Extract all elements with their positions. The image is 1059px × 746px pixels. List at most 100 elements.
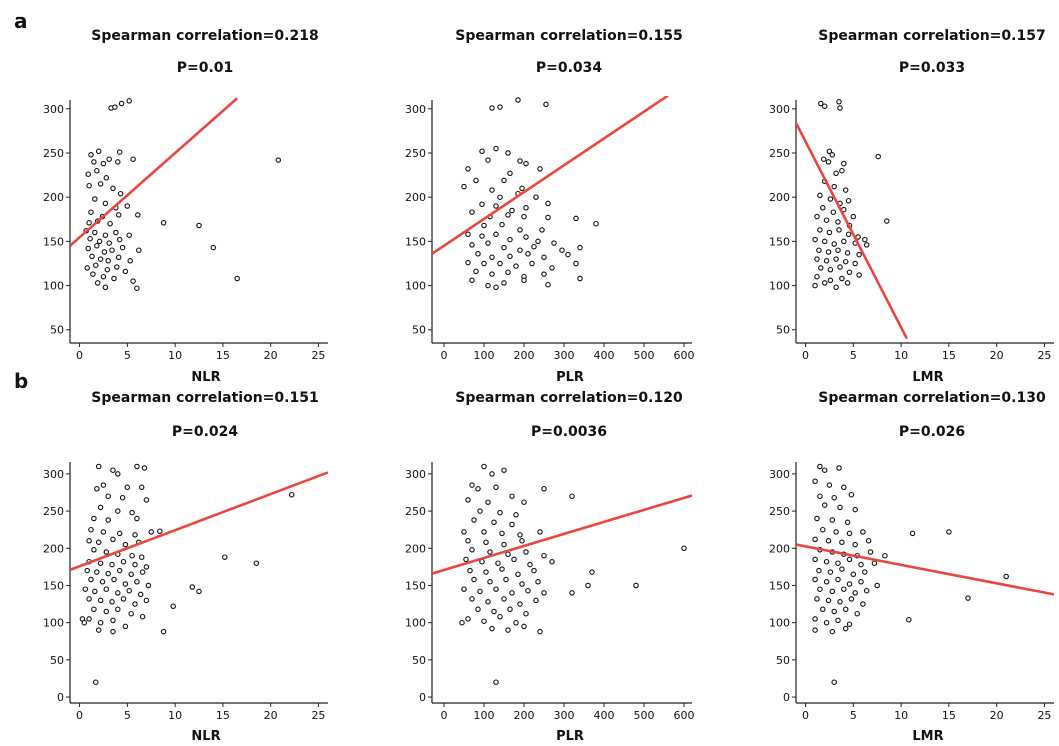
- chart-1-point: [105, 258, 111, 264]
- chart-4-point: [103, 549, 110, 555]
- chart-5-point: [509, 521, 515, 528]
- chart-2-point: [475, 251, 481, 257]
- chart-1-point: [84, 265, 90, 271]
- chart-2-point: [507, 236, 513, 243]
- chart-5-point: [501, 596, 507, 602]
- chart-3-x-tick-label: 25: [1037, 349, 1051, 362]
- chart-3-point: [821, 103, 828, 109]
- chart-1-y-tick-label: 200: [43, 191, 64, 204]
- chart-4-point: [141, 465, 148, 471]
- chart-5-y-tick-label: 100: [405, 617, 426, 630]
- chart-5-point: [527, 561, 533, 568]
- chart-5-xlabel: PLR: [556, 729, 584, 744]
- chart-5-point: [505, 627, 511, 633]
- chart-1-title: Spearman correlation=0.218: [91, 28, 318, 44]
- chart-6-point: [829, 628, 836, 635]
- chart-4-point: [100, 482, 107, 488]
- chart-5-point: [493, 679, 499, 685]
- chart-6-point: [839, 539, 845, 546]
- chart-2-point: [505, 269, 511, 276]
- chart-1-point: [94, 243, 100, 249]
- chart-4-point: [170, 603, 176, 610]
- chart-4-point: [109, 599, 115, 605]
- chart-5-y-tick-label: 200: [405, 542, 426, 555]
- chart-1-y-tick-label: 50: [50, 324, 64, 337]
- chart-1-point: [115, 159, 121, 165]
- chart-2-x-tick-label: 100: [474, 349, 495, 362]
- chart-6-point: [852, 590, 858, 596]
- chart-5-y-tick-label: 0: [419, 691, 426, 704]
- chart-1-point: [110, 185, 116, 192]
- chart-5-point: [493, 484, 499, 491]
- chart-5-point: [541, 552, 547, 559]
- chart-4-point: [94, 569, 100, 575]
- chart-1-point: [114, 264, 120, 270]
- chart-6-point: [835, 576, 841, 583]
- chart-1-point: [86, 182, 92, 189]
- chart-2-point: [523, 160, 529, 167]
- chart-2-point: [485, 157, 491, 163]
- chart-2-point: [531, 243, 537, 250]
- chart-4-y-tick-label: 150: [43, 579, 64, 592]
- chart-5-point: [461, 529, 467, 535]
- chart-4-point: [122, 581, 129, 587]
- chart-1-point: [234, 275, 240, 282]
- chart-1-point: [85, 245, 91, 252]
- chart-4-subtitle: P=0.024: [172, 424, 239, 440]
- chart-2-fit-line: [432, 96, 669, 255]
- chart-1-point: [115, 212, 122, 218]
- chart-6-point: [814, 596, 820, 602]
- chart-6-point: [839, 566, 845, 572]
- chart-6-point: [860, 601, 866, 607]
- chart-4-point: [110, 628, 116, 635]
- chart-1-x-tick-label: 5: [124, 349, 131, 362]
- chart-5-x-tick-label: 600: [674, 709, 695, 722]
- chart-6-point: [852, 541, 858, 548]
- chart-1-point: [116, 236, 123, 243]
- chart-5-subtitle: P=0.0036: [531, 424, 607, 440]
- chart-6-point: [829, 517, 836, 523]
- chart-2-point: [573, 260, 579, 267]
- chart-5-point: [491, 608, 497, 615]
- chart-1-point: [126, 232, 132, 238]
- chart-2-point: [577, 275, 583, 282]
- chart-6-point: [821, 467, 828, 473]
- chart-5-point: [531, 567, 537, 574]
- chart-2-point: [545, 200, 551, 207]
- chart-2: 50 100 150 200 250 300 0 100 200 300 400 500 600: [405, 96, 695, 362]
- chart-1-point: [97, 181, 104, 187]
- chart-4-y-tick-label: 250: [43, 505, 64, 518]
- chart-2-point: [507, 253, 513, 260]
- chart-4: 0 50 100 150 200 250 300 0 5 10 15 20 25: [43, 462, 328, 722]
- chart-4-point: [115, 590, 121, 596]
- chart-6-point: [812, 478, 818, 485]
- chart-6-y-tick-label: 150: [769, 579, 790, 592]
- chart-6-point: [816, 567, 822, 574]
- chart-1-point: [101, 249, 108, 255]
- chart-4-x-tick-label: 20: [264, 709, 278, 722]
- chart-3-point: [863, 242, 870, 248]
- chart-3-point: [823, 217, 830, 223]
- chart-6-point: [823, 558, 830, 565]
- panel-label-b: b: [14, 369, 28, 393]
- chart-3-point: [833, 170, 839, 177]
- chart-3-x-tick-label: 15: [942, 349, 956, 362]
- chart-5-y-tick-label: 250: [405, 505, 426, 518]
- chart-4-point: [129, 509, 135, 516]
- chart-4-point: [88, 576, 94, 583]
- chart-1-point: [127, 258, 133, 264]
- chart-2-point: [485, 240, 491, 246]
- chart-2-point: [509, 207, 515, 214]
- chart-4-x-tick-label: 5: [124, 709, 131, 722]
- chart-4-fit-line: [70, 471, 328, 572]
- chart-6-point: [909, 530, 916, 537]
- chart-6-subtitle: P=0.026: [899, 424, 965, 440]
- chart-5-point: [513, 619, 519, 626]
- chart-4-point: [97, 619, 104, 626]
- chart-6-point: [827, 569, 834, 575]
- chart-4-point: [132, 561, 138, 568]
- chart-1-point: [124, 203, 131, 209]
- chart-2-point: [489, 105, 495, 111]
- chart-4-point: [109, 561, 115, 568]
